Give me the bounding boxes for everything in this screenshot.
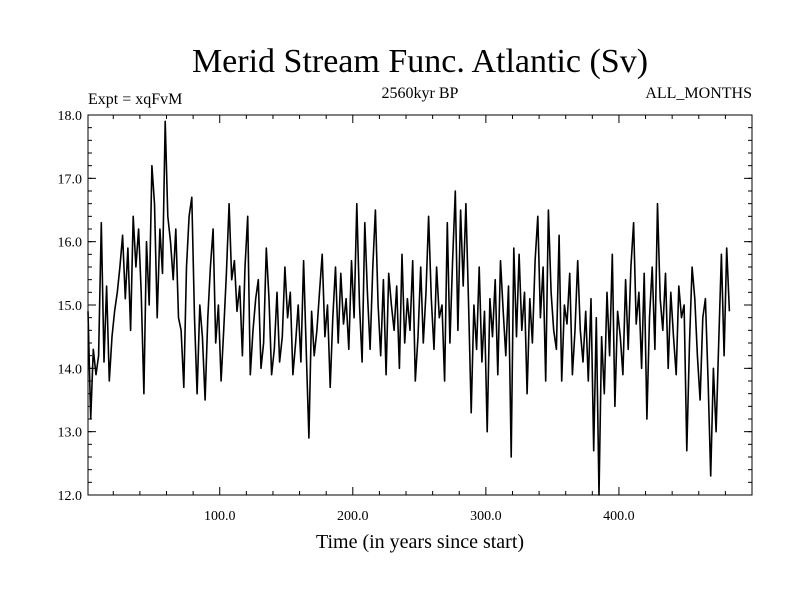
y-tick-label: 12.0 (58, 489, 83, 504)
chart-title: Merid Stream Func. Atlantic (Sv) (192, 43, 648, 80)
y-tick-label: 16.0 (58, 236, 83, 251)
x-tick-label: 200.0 (337, 509, 369, 524)
months-label: ALL_MONTHS (645, 85, 752, 102)
data-series-line (87, 120, 731, 496)
y-tick-label: 13.0 (58, 426, 83, 441)
x-tick-label: 400.0 (603, 509, 635, 524)
y-tick-label: 14.0 (58, 362, 83, 377)
x-tick-label: 100.0 (204, 509, 236, 524)
y-tick-label: 18.0 (58, 109, 83, 124)
x-tick-label: 300.0 (470, 509, 502, 524)
x-axis-label: Time (in years since start) (316, 531, 524, 553)
period-label: 2560kyr BP (382, 85, 459, 102)
y-tick-label: 17.0 (58, 172, 83, 187)
y-tick-label: 15.0 (58, 299, 83, 314)
y-axis: 12.0 13.0 14.0 15.0 16.0 17.0 18.0 (58, 109, 752, 504)
experiment-label: Expt = xqFvM (88, 91, 182, 108)
x-axis: 100.0 200.0 300.0 400.0 (112, 115, 726, 524)
